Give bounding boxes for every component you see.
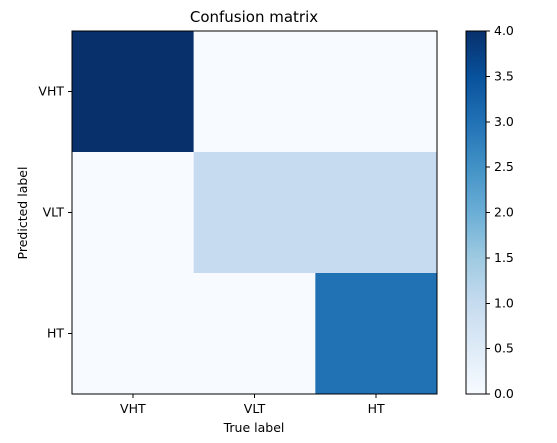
heatmap-cells bbox=[72, 31, 438, 395]
heatmap-cell-0-0 bbox=[72, 31, 194, 153]
heatmap-cell-0-2 bbox=[315, 31, 438, 153]
heatmap-cell-1-1 bbox=[193, 152, 316, 274]
colorbar-tick-label-5: 2.5 bbox=[494, 159, 514, 174]
colorbar-tick-label-3: 1.5 bbox=[494, 250, 514, 265]
y-axis-label: Predicted label bbox=[15, 167, 30, 260]
x-tick-label-1: VLT bbox=[244, 401, 266, 416]
colorbar: 0.0 0.5 1.0 1.5 2.0 2.5 3.0 3.5 4.0 bbox=[465, 23, 514, 401]
colorbar-tick-label-6: 3.0 bbox=[494, 114, 514, 129]
y-tick-label-1: VLT bbox=[43, 205, 65, 220]
colorbar-tick-label-2: 1.0 bbox=[494, 295, 514, 310]
colorbar-gradient bbox=[466, 31, 486, 394]
x-tick-label-0: VHT bbox=[120, 401, 146, 416]
x-axis-label: True label bbox=[223, 420, 285, 435]
heatmap-cell-1-2 bbox=[315, 152, 438, 274]
heatmap-cell-2-1 bbox=[193, 273, 316, 395]
colorbar-tick-label-8: 4.0 bbox=[494, 23, 514, 38]
colorbar-tick-label-7: 3.5 bbox=[494, 68, 514, 83]
heatmap-cell-2-0 bbox=[72, 273, 194, 395]
colorbar-tick-label-1: 0.5 bbox=[494, 341, 514, 356]
y-tick-label-2: HT bbox=[47, 326, 64, 341]
y-axis-ticks: VHT VLT HT bbox=[38, 84, 72, 341]
heatmap-cell-1-0 bbox=[72, 152, 194, 274]
y-tick-label-0: VHT bbox=[38, 84, 64, 99]
x-axis-ticks: VHT VLT HT bbox=[120, 394, 385, 416]
chart-title: Confusion matrix bbox=[190, 8, 318, 26]
colorbar-tick-label-4: 2.0 bbox=[494, 205, 514, 220]
heatmap-cell-2-2 bbox=[315, 273, 438, 395]
heatmap-cell-0-1 bbox=[193, 31, 316, 153]
colorbar-tick-label-0: 0.0 bbox=[494, 386, 514, 401]
x-tick-label-2: HT bbox=[368, 401, 385, 416]
